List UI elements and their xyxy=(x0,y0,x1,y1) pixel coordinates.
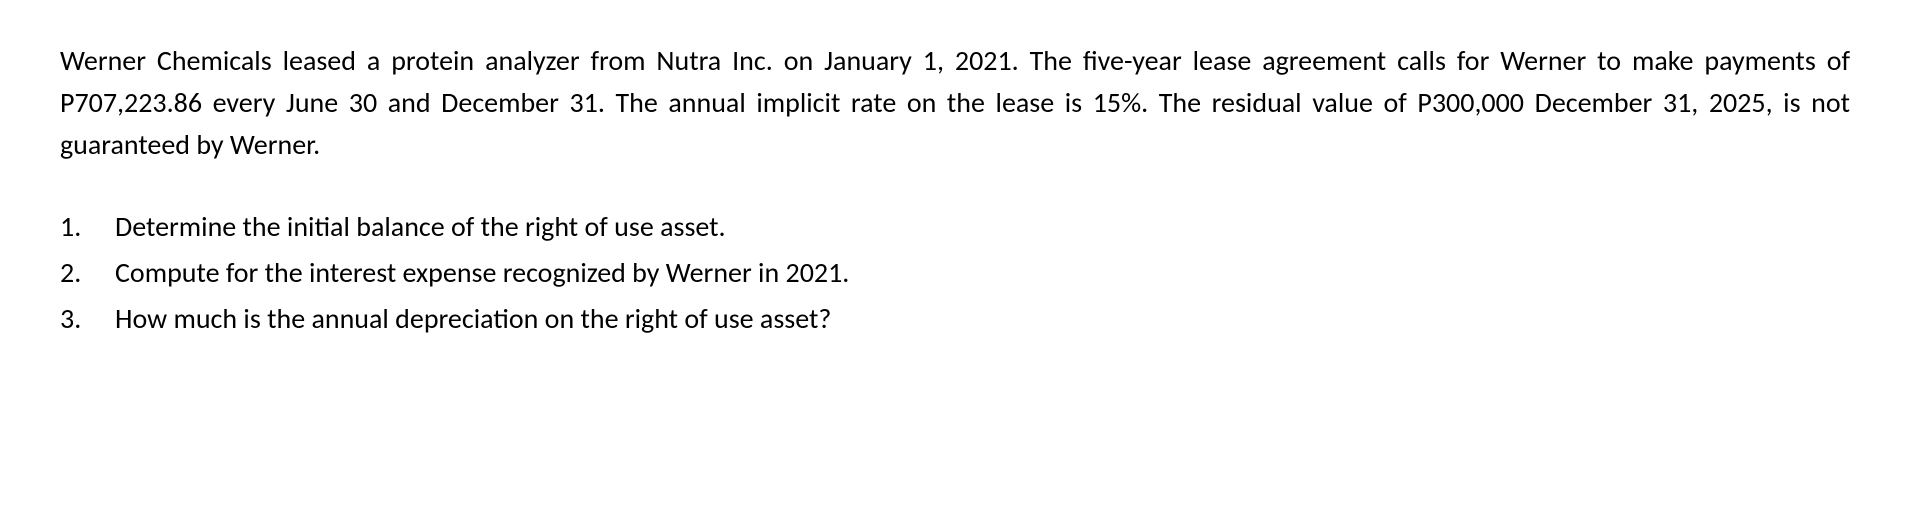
list-item: 3. How much is the annual depreciation o… xyxy=(60,298,1850,340)
question-number: 1. xyxy=(60,206,115,248)
question-text: Determine the initial balance of the rig… xyxy=(115,206,726,248)
question-text: Compute for the interest expense recogni… xyxy=(115,252,849,294)
question-number: 3. xyxy=(60,298,115,340)
problem-paragraph: Werner Chemicals leased a protein analyz… xyxy=(60,40,1850,166)
list-item: 2. Compute for the interest expense reco… xyxy=(60,252,1850,294)
list-item: 1. Determine the initial balance of the … xyxy=(60,206,1850,248)
question-text: How much is the annual depreciation on t… xyxy=(115,298,831,340)
question-list: 1. Determine the initial balance of the … xyxy=(60,206,1850,340)
question-number: 2. xyxy=(60,252,115,294)
